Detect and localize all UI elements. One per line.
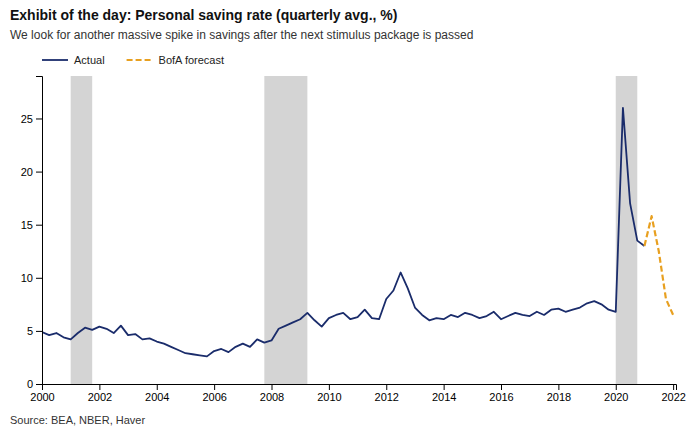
y-tick-label: 5 bbox=[27, 325, 33, 337]
x-tick-mark bbox=[444, 384, 445, 390]
shaded-band bbox=[71, 76, 93, 384]
y-tick-label: 20 bbox=[21, 166, 33, 178]
legend-item: BofA forecast bbox=[127, 54, 224, 66]
x-tick-mark bbox=[616, 384, 617, 390]
y-tick-mark bbox=[36, 331, 42, 332]
x-tick: 2002 bbox=[88, 384, 112, 403]
x-axis-line bbox=[43, 385, 677, 391]
x-tick-mark bbox=[558, 384, 559, 390]
x-tick: 2016 bbox=[489, 384, 513, 403]
lines bbox=[42, 108, 673, 357]
y-tick-label: 25 bbox=[21, 113, 33, 125]
x-tick-label: 2004 bbox=[145, 391, 169, 403]
x-tick-mark bbox=[157, 384, 158, 390]
series-line bbox=[644, 216, 673, 315]
shaded-band bbox=[264, 76, 307, 384]
title: Exhibit of the day: Personal saving rate… bbox=[10, 7, 397, 23]
x-tick-label: 2014 bbox=[432, 391, 456, 403]
x-tick-label: 2022 bbox=[661, 391, 685, 403]
y-tick: 0 bbox=[27, 378, 42, 390]
chart: Exhibit of the day: Personal saving rate… bbox=[0, 0, 700, 432]
subtitle: We look for another massive spike in sav… bbox=[10, 28, 473, 42]
y-tick: 20 bbox=[21, 166, 42, 178]
y-tick-label: 10 bbox=[21, 272, 33, 284]
x-tick-mark bbox=[673, 384, 674, 390]
legend-swatch bbox=[42, 59, 68, 61]
x-tick-mark bbox=[329, 384, 330, 390]
y-tick-label: 0 bbox=[27, 378, 33, 390]
y-tick: 10 bbox=[21, 272, 42, 284]
y-tick-mark bbox=[36, 278, 42, 279]
x-axis: 2000 2002 2004 2006 2008 2010 2012 2014 2016 2018… bbox=[30, 384, 686, 403]
y-tick-mark bbox=[36, 118, 42, 119]
x-tick: 2008 bbox=[260, 384, 284, 403]
x-tick-label: 2016 bbox=[489, 391, 513, 403]
x-tick: 2014 bbox=[432, 384, 456, 403]
x-tick-label: 2000 bbox=[30, 391, 54, 403]
y-axis-line bbox=[36, 77, 43, 385]
x-tick: 2020 bbox=[604, 384, 628, 403]
x-tick-label: 2020 bbox=[604, 391, 628, 403]
y-tick: 15 bbox=[21, 219, 42, 231]
x-tick-label: 2018 bbox=[547, 391, 571, 403]
x-tick-label: 2012 bbox=[375, 391, 399, 403]
plot-area bbox=[42, 76, 673, 384]
x-tick-mark bbox=[501, 384, 502, 390]
legend-label: Actual bbox=[74, 54, 105, 66]
x-tick-mark bbox=[214, 384, 215, 390]
x-tick: 2022 bbox=[661, 384, 685, 403]
y-tick-mark bbox=[36, 172, 42, 173]
x-tick-label: 2008 bbox=[260, 391, 284, 403]
y-axis: 0 5 10 15 20 25 bbox=[21, 77, 43, 391]
source: Source: BEA, NBER, Haver bbox=[10, 414, 145, 426]
bands bbox=[71, 76, 638, 384]
x-tick-mark bbox=[99, 384, 100, 390]
y-tick-mark bbox=[36, 384, 42, 385]
y-tick: 25 bbox=[21, 113, 42, 125]
x-tick-mark bbox=[386, 384, 387, 390]
legend: Actual BofA forecast bbox=[42, 54, 224, 66]
y-tick-label: 15 bbox=[21, 219, 33, 231]
y-tick-mark bbox=[36, 225, 42, 226]
legend-swatch bbox=[127, 59, 153, 61]
y-tick: 5 bbox=[27, 325, 42, 337]
x-tick: 2018 bbox=[547, 384, 571, 403]
x-tick: 2006 bbox=[202, 384, 226, 403]
x-tick: 2004 bbox=[145, 384, 169, 403]
x-tick-label: 2002 bbox=[88, 391, 112, 403]
x-tick: 2000 bbox=[30, 384, 54, 403]
x-tick-label: 2006 bbox=[202, 391, 226, 403]
x-tick-label: 2010 bbox=[317, 391, 341, 403]
x-tick: 2012 bbox=[375, 384, 399, 403]
x-tick: 2010 bbox=[317, 384, 341, 403]
x-tick-mark bbox=[272, 384, 273, 390]
series-line bbox=[42, 108, 644, 357]
legend-label: BofA forecast bbox=[159, 54, 224, 66]
legend-item: Actual bbox=[42, 54, 105, 66]
